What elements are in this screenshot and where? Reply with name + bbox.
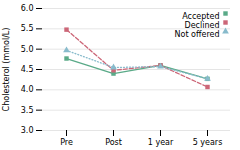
svg-text:3.0: 3.0: [21, 126, 34, 135]
svg-text:5.0: 5.0: [21, 45, 34, 54]
svg-text:4.0: 4.0: [21, 85, 34, 94]
svg-text:3.5: 3.5: [21, 106, 34, 115]
svg-text:Cholesterol (mmol/L): Cholesterol (mmol/L): [2, 28, 11, 112]
svg-text:6.0: 6.0: [21, 4, 34, 13]
svg-text:4.5: 4.5: [21, 65, 34, 74]
svg-text:Accepted: Accepted: [182, 12, 219, 21]
svg-text:Declined: Declined: [185, 21, 220, 30]
svg-text:1 year: 1 year: [148, 138, 174, 147]
svg-text:Not offered: Not offered: [175, 30, 220, 39]
svg-text:5 years: 5 years: [193, 138, 223, 147]
svg-text:5.5: 5.5: [21, 24, 34, 33]
svg-text:Post: Post: [105, 138, 122, 147]
svg-text:Pre: Pre: [60, 138, 73, 147]
